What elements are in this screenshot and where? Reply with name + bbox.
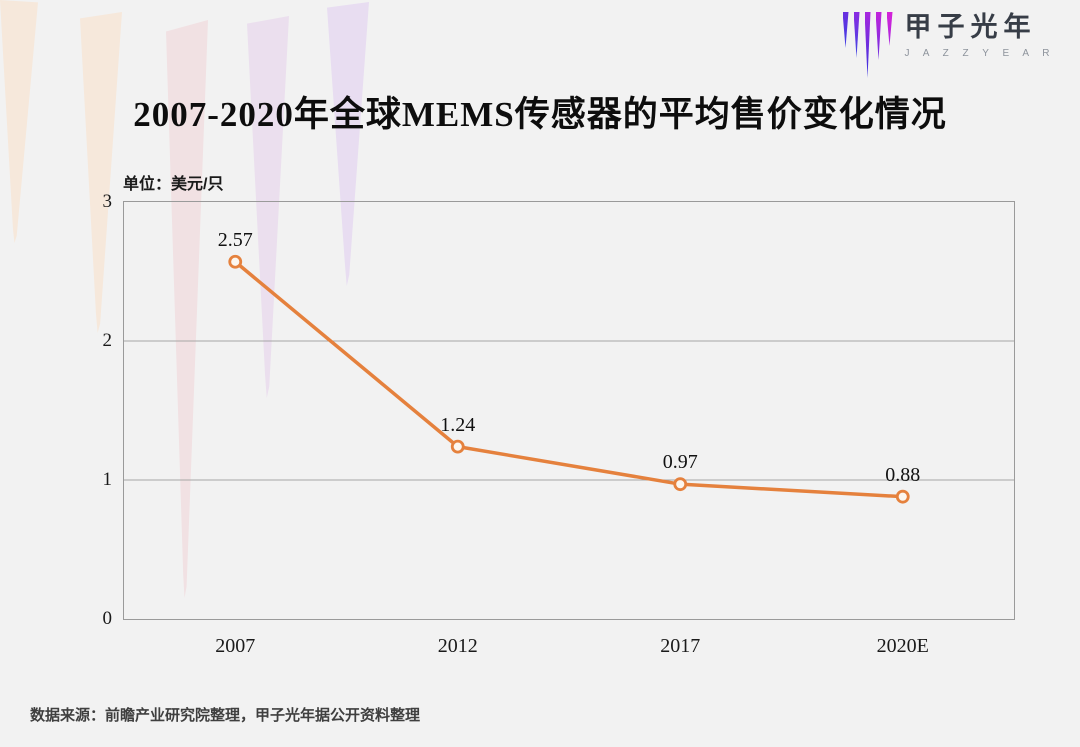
chart-canvas (124, 254, 1014, 504)
page-title: 2007-2020年全球MEMS传感器的平均售价变化情况 (133, 95, 947, 134)
unit-label: 单位：美元/只 (123, 176, 224, 193)
x-axis-tick: 2012 (437, 635, 478, 657)
price-line-chart: 0 1 2 3 2007 2012 2017 2020E 2.57 1.24 0.97 0.88 (103, 191, 1015, 657)
data-point-label: 0.97 (662, 451, 698, 474)
data-point-marker (895, 489, 910, 504)
data-point-label: 0.88 (885, 463, 921, 486)
data-point-marker (673, 477, 688, 492)
y-axis-tick: 1 (102, 469, 113, 490)
data-point-label: 1.24 (440, 413, 476, 436)
data-point-marker (450, 439, 465, 454)
y-axis-tick: 0 (102, 608, 113, 629)
x-axis-tick: 2020E (876, 635, 929, 657)
logo-text: 甲子光年 J A Z Z Y E A R (905, 10, 1056, 59)
decor-icicle (80, 12, 122, 333)
data-point-marker (228, 254, 243, 269)
y-axis-tick: 2 (102, 330, 113, 351)
y-axis-tick: 3 (102, 191, 113, 212)
logo-name-cn: 甲子光年 (904, 12, 1037, 42)
price-line (234, 260, 903, 499)
jazzyear-icicle-strokes-icon (842, 10, 893, 78)
data-source: 数据来源：前瞻产业研究院整理，甲子光年据公开资料整理 (30, 707, 421, 724)
jazzyear-logo: 甲子光年 J A Z Z Y E A R (842, 10, 1056, 78)
logo-name-en: J A Z Z Y E A R (904, 48, 1055, 60)
x-axis-tick: 2007 (215, 635, 256, 657)
x-axis-tick: 2017 (660, 635, 701, 657)
data-point-label: 2.57 (217, 228, 253, 251)
